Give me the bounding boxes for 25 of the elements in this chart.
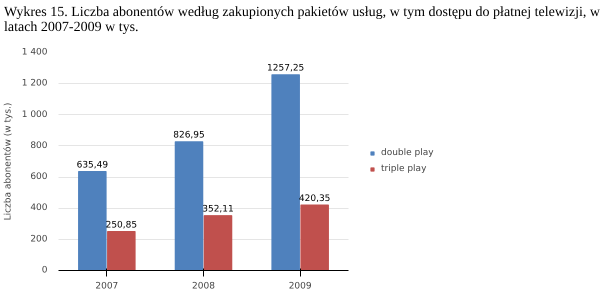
data-label: 635,49 <box>76 160 108 171</box>
x-tick-label: 2008 <box>192 282 216 292</box>
bar <box>271 74 300 270</box>
chart-title: Wykres 15. Liczba abonentów według zakupionych pakietów usług, w tym dostępu do płatnej telewizji, w latach 2007-2009 w tys. <box>4 5 601 35</box>
y-tick-label: 1 200 <box>22 78 48 89</box>
x-tick-label: 2009 <box>288 282 312 292</box>
legend-label: double play <box>381 148 434 158</box>
bar <box>174 141 204 270</box>
y-tick-label: 400 <box>30 203 48 214</box>
y-tick-label: 600 <box>30 172 48 182</box>
y-tick-label: 1 400 <box>22 48 48 58</box>
y-tick-label: 800 <box>30 140 48 151</box>
y-axis-title: Liczba abonentów (w tys.) <box>2 102 14 220</box>
x-tick-label: 2007 <box>95 282 118 292</box>
bar <box>204 215 232 270</box>
y-tick-label: 1 000 <box>22 110 48 120</box>
bar <box>107 230 136 270</box>
bar <box>78 171 107 270</box>
bar <box>300 204 329 270</box>
y-tick-label: 200 <box>30 234 48 244</box>
data-label: 826,95 <box>173 130 205 141</box>
data-label: 1257,25 <box>267 64 304 74</box>
y-tick-label: 0 <box>42 266 48 276</box>
data-label: 352,11 <box>202 204 234 215</box>
legend-label: triple play <box>381 164 426 174</box>
